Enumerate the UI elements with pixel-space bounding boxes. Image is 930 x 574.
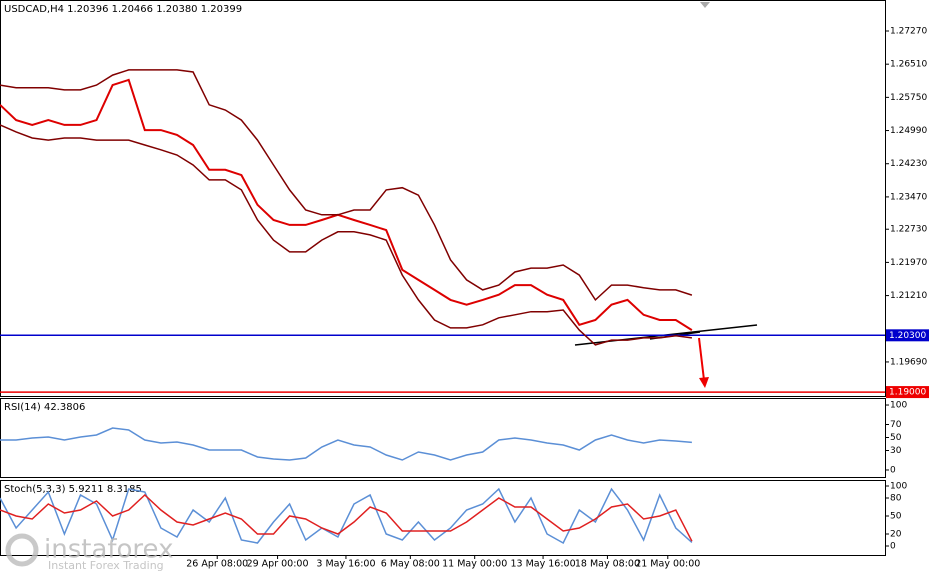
panel-title: RSI(14) 42.3806 bbox=[4, 402, 85, 413]
panel-title: USDCAD,H4 1.20396 1.20466 1.20380 1.2039… bbox=[4, 4, 242, 15]
x-tick-label: 26 Apr 08:00 bbox=[186, 559, 248, 570]
arrow bbox=[698, 337, 705, 381]
watermark-slogan: Instant Forex Trading bbox=[48, 559, 164, 572]
series-line bbox=[0, 427, 692, 461]
level-label-box bbox=[886, 386, 929, 399]
y-tick-label: 1.24990 bbox=[890, 126, 927, 136]
y-tick-label: 70 bbox=[890, 420, 902, 430]
stoch-panel bbox=[0, 480, 886, 556]
logo bbox=[5, 533, 39, 567]
x-tick-label: 13 May 16:00 bbox=[510, 559, 575, 570]
level-label: 1.19000 bbox=[889, 388, 926, 398]
y-tick-label: 1.21210 bbox=[890, 291, 927, 301]
y-tick-label: 100 bbox=[890, 401, 907, 411]
watermark-brand: instaforex bbox=[44, 535, 173, 565]
y-tick-label: 50 bbox=[890, 433, 902, 443]
x-tick-label: 18 May 08:00 bbox=[575, 559, 640, 570]
shift-marker bbox=[700, 2, 710, 8]
y-tick-label: 1.25750 bbox=[890, 93, 927, 103]
y-tick-label: 1.19690 bbox=[890, 357, 927, 367]
y-tick-label: 80 bbox=[890, 494, 902, 504]
series-line bbox=[0, 493, 693, 542]
y-tick-label: 50 bbox=[890, 512, 902, 522]
plots: USDCAD,H4 1.20396 1.20466 1.20380 1.2039… bbox=[0, 4, 929, 570]
y-tick-label: 1.22730 bbox=[890, 225, 927, 235]
x-tick-label: 29 Apr 00:00 bbox=[247, 559, 309, 570]
panel-title: Stoch(5,3,3) 5.9211 8.3185 bbox=[4, 484, 142, 495]
y-tick-label: 0 bbox=[890, 465, 896, 475]
x-tick-label: 11 May 00:00 bbox=[442, 559, 507, 570]
y-tick-label: 20 bbox=[890, 530, 902, 540]
x-tick-label: 6 May 08:00 bbox=[381, 559, 440, 570]
series-line bbox=[0, 124, 693, 346]
y-tick-label: 1.27270 bbox=[890, 26, 927, 36]
y-tick-label: 1.24230 bbox=[890, 159, 927, 169]
arrow-head bbox=[699, 377, 709, 388]
x-tick-label: 3 May 16:00 bbox=[316, 559, 375, 570]
y-tick-label: 1.23470 bbox=[890, 192, 927, 202]
y-tick-label: 1.26510 bbox=[890, 60, 927, 70]
x-tick-label: 21 May 00:00 bbox=[635, 559, 700, 570]
series-line bbox=[0, 487, 693, 545]
series-line bbox=[0, 78, 693, 331]
level-label: 1.20300 bbox=[889, 331, 926, 341]
y-tick-label: 1.21970 bbox=[890, 258, 927, 268]
series-line bbox=[0, 69, 693, 302]
y-tick-label: 100 bbox=[890, 482, 907, 492]
level-label-box bbox=[886, 329, 929, 342]
y-tick-label: 0 bbox=[890, 542, 896, 552]
price-panel bbox=[0, 0, 886, 397]
y-tick-label: 30 bbox=[890, 446, 902, 456]
